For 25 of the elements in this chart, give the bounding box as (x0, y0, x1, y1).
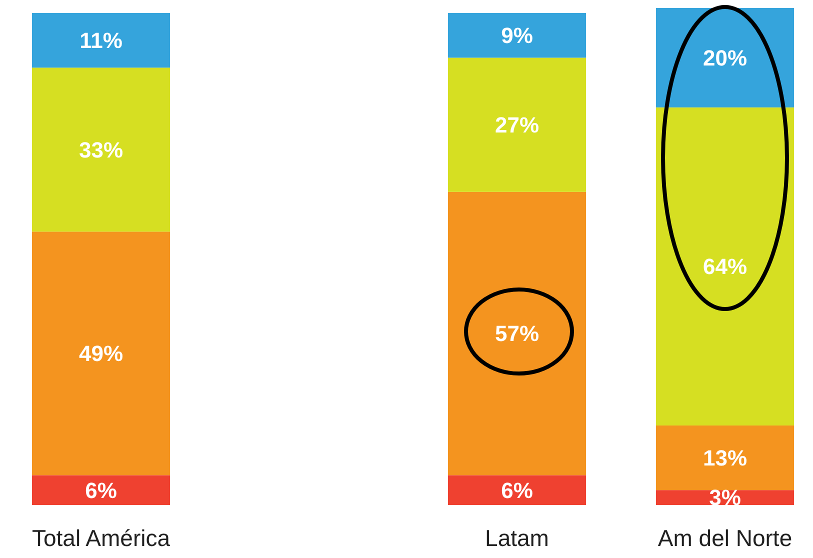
bar (448, 192, 586, 476)
bar (448, 58, 586, 192)
bar (656, 425, 794, 490)
bar (32, 12, 170, 68)
data-label: 11% (80, 28, 122, 54)
bar (32, 232, 170, 476)
data-label: 13% (702, 445, 748, 470)
data-label: 57% (494, 321, 540, 346)
bar (448, 475, 586, 505)
x-tick-label: Total América (32, 525, 170, 551)
data-label: 33% (78, 137, 124, 162)
x-tick-label: Latam (485, 525, 549, 551)
bar (448, 12, 586, 58)
data-label: 20% (702, 45, 748, 70)
data-label: 3% (709, 485, 741, 510)
data-label: 6% (501, 478, 533, 503)
data-label: 9% (501, 23, 533, 48)
bar (32, 68, 170, 232)
data-label: 27% (494, 112, 540, 138)
data-label: 49% (78, 341, 124, 366)
bar (32, 475, 170, 505)
bar (656, 8, 794, 108)
data-label: 64% (702, 254, 748, 280)
data-label: 6% (85, 478, 117, 503)
x-tick-label: Am del Norte (658, 525, 792, 551)
